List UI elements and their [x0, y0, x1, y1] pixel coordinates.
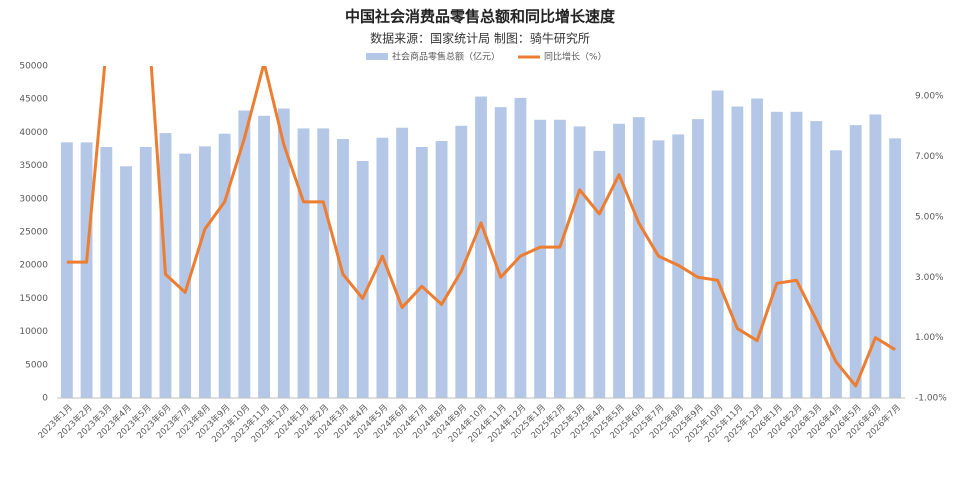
bar [238, 110, 251, 398]
bar [889, 138, 902, 398]
bar [711, 90, 724, 399]
y-tick-label: 40000 [19, 128, 48, 138]
legend-label: 社会商品零售总额（亿元） [392, 51, 500, 63]
bar [100, 147, 113, 398]
bar [455, 125, 468, 398]
bar [593, 150, 606, 398]
y2-tick-label: -1.00% [915, 394, 947, 404]
bar [356, 160, 369, 398]
y2-tick-label: 3.00% [915, 273, 944, 283]
bar [179, 153, 192, 398]
y-tick-label: 35000 [19, 161, 48, 171]
y-tick-label: 10000 [19, 327, 48, 337]
bar [632, 117, 645, 399]
bar [731, 106, 744, 398]
bar [317, 128, 330, 398]
y-tick-label: 15000 [19, 294, 48, 304]
bar [139, 147, 152, 398]
bar [494, 107, 507, 398]
line [66, 66, 896, 388]
bar [613, 123, 625, 398]
bar [573, 126, 586, 398]
bar [770, 111, 783, 398]
y-tick-label: 50000 [19, 62, 48, 72]
legend-label: 同比增长（%） [544, 51, 607, 63]
y-tick-label: 5000 [25, 360, 48, 370]
y-tick-label: 0 [42, 394, 48, 404]
bar [652, 140, 665, 399]
bar [120, 166, 132, 398]
chart-title: 中国社会消费品零售总额和同比增长速度 [345, 8, 616, 26]
bar [692, 119, 704, 399]
y-tick-label: 45000 [19, 95, 48, 105]
bar [534, 119, 547, 398]
bar [337, 139, 349, 399]
legend: 社会商品零售总额（亿元） 同比增长（%） [366, 51, 607, 63]
bar [60, 142, 73, 398]
bar [218, 133, 231, 398]
legend-swatch [366, 53, 388, 60]
y-tick-label: 20000 [19, 261, 48, 271]
bar [396, 127, 409, 398]
bar [277, 108, 290, 398]
y2-tick-label: 1.00% [915, 333, 944, 343]
y2-tick-label: 7.00% [915, 152, 944, 162]
y-tick-label: 25000 [19, 228, 48, 238]
y2-tick-label: 5.00% [915, 212, 944, 222]
bar [849, 125, 862, 398]
y2-tick-label: 9.00% [915, 92, 944, 102]
bar [869, 114, 882, 399]
bar [553, 119, 566, 398]
bar [376, 137, 389, 398]
bar [435, 141, 448, 399]
bar [198, 146, 211, 398]
bar [297, 128, 310, 398]
y-tick-label: 30000 [19, 194, 48, 204]
bar [514, 97, 527, 398]
bar [830, 150, 842, 398]
bar [475, 96, 487, 398]
bar [810, 121, 823, 398]
bar [751, 98, 764, 398]
bar [790, 111, 803, 398]
bar [80, 142, 93, 398]
bar [258, 115, 270, 399]
chart-subtitle: 数据来源：国家统计局 制图：骑牛研究所 [370, 31, 590, 46]
bar [415, 147, 428, 398]
